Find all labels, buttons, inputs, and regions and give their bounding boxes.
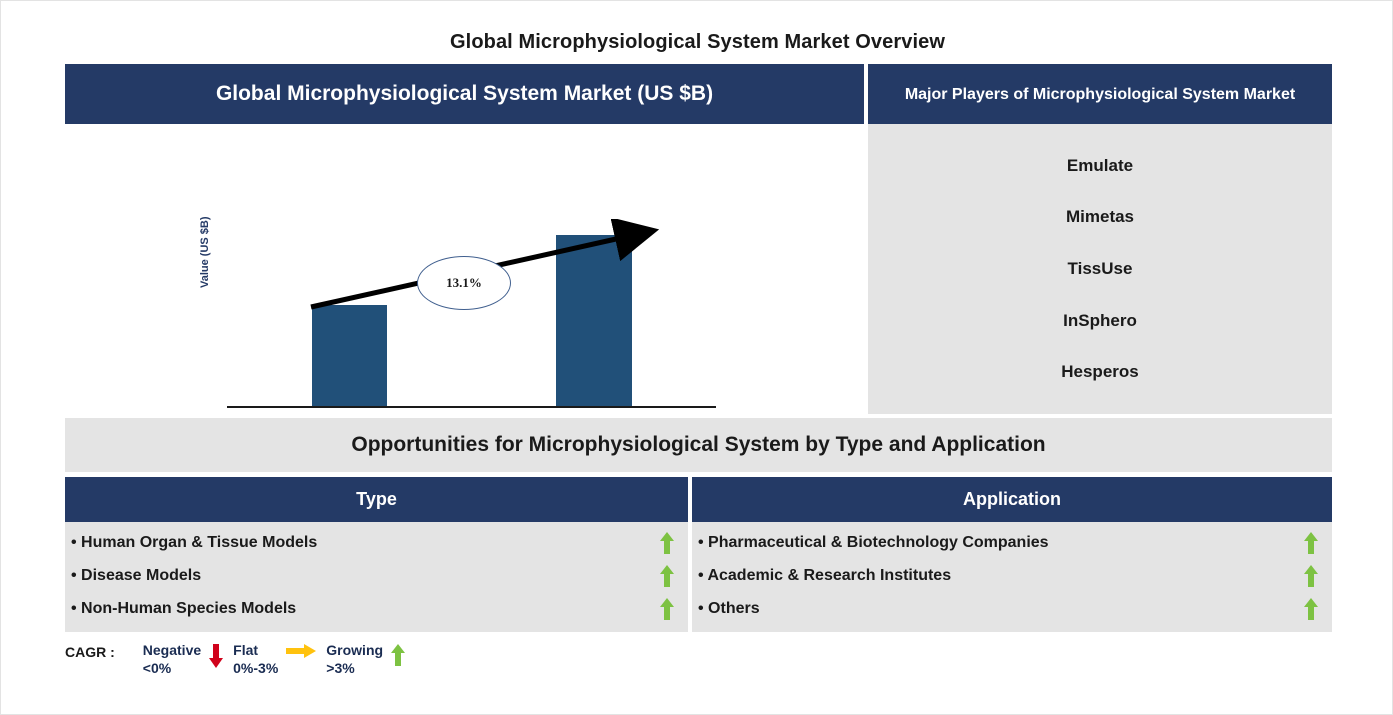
- cagr-legend-flat-label: Flat: [233, 642, 259, 658]
- list-item: InSphero: [1063, 310, 1137, 330]
- cagr-legend-flat-range: 0%-3%: [233, 660, 279, 676]
- bar-2031: [556, 235, 632, 406]
- market-chart-header: Global Microphysiological System Market …: [65, 64, 864, 124]
- x-axis-line: [227, 406, 716, 408]
- arrow-up-green-icon: [660, 564, 674, 587]
- list-item: Hesperos: [1061, 362, 1139, 382]
- table-row: • Non-Human Species Models: [65, 592, 688, 625]
- table-row: • Others: [692, 592, 1332, 625]
- cagr-legend-flat-text: Flat 0%-3%: [233, 641, 278, 677]
- type-table-rows: • Human Organ & Tissue Models • Disease …: [65, 522, 688, 625]
- cagr-legend-entry-growing: Growing >3%: [326, 641, 406, 677]
- cagr-legend-negative-text: Negative <0%: [143, 641, 201, 677]
- page-title: Global Microphysiological System Market …: [450, 31, 945, 53]
- list-item: Emulate: [1066, 155, 1134, 175]
- table-cell-label: • Pharmaceutical & Biotechnology Compani…: [698, 533, 1049, 551]
- table-cell-label: • Human Organ & Tissue Models: [71, 533, 318, 551]
- cagr-legend-growing-range: >3%: [326, 660, 355, 676]
- opportunities-tables: Type • Human Organ & Tissue Models • Dis…: [65, 477, 1332, 632]
- table-cell-label: • Academic & Research Institutes: [698, 566, 952, 584]
- table-row: • Academic & Research Institutes: [692, 559, 1332, 592]
- cagr-legend-growing-text: Growing >3%: [326, 641, 383, 677]
- type-table-header: Type: [65, 477, 688, 522]
- arrow-up-green-icon: [1304, 597, 1318, 620]
- table-cell-label: • Others: [698, 599, 760, 617]
- top-row: Global Microphysiological System Market …: [65, 64, 1332, 461]
- cagr-legend-negative-label: Negative: [142, 642, 202, 658]
- table-cell-label: • Non-Human Species Models: [71, 599, 297, 617]
- application-table-header: Application: [692, 477, 1332, 522]
- arrow-up-green-icon: [660, 597, 674, 620]
- cagr-legend: CAGR : Negative <0% Flat 0%-3% Growing >…: [65, 641, 415, 677]
- market-chart-panel: Global Microphysiological System Market …: [65, 64, 864, 461]
- cagr-legend-entry-negative: Negative <0%: [143, 641, 224, 677]
- y-axis-label: Value (US $B): [199, 216, 211, 288]
- cagr-legend-growing-label: Growing: [326, 642, 384, 658]
- list-item: Mimetas: [1065, 207, 1135, 227]
- opportunities-banner: Opportunities for Microphysiological Sys…: [65, 418, 1332, 472]
- major-players-panel: Major Players of Microphysiological Syst…: [868, 64, 1332, 414]
- application-table: Application • Pharmaceutical & Biotechno…: [692, 477, 1332, 632]
- arrow-up-green-icon: [660, 531, 674, 554]
- cagr-legend-negative-range: <0%: [142, 660, 172, 676]
- arrow-up-green-icon: [391, 644, 406, 666]
- arrow-right-yellow-icon: [286, 644, 317, 658]
- cagr-legend-entry-flat: Flat 0%-3%: [233, 641, 317, 677]
- table-row: • Pharmaceutical & Biotechnology Compani…: [692, 526, 1332, 559]
- bar-2025: [312, 305, 387, 406]
- type-table: Type • Human Organ & Tissue Models • Dis…: [65, 477, 688, 632]
- arrow-up-green-icon: [1304, 531, 1318, 554]
- arrow-up-green-icon: [1304, 564, 1318, 587]
- table-row: • Disease Models: [65, 559, 688, 592]
- bar-chart: Value (US $B) 2025 2031 13.1% Source : L…: [65, 124, 864, 461]
- arrow-down-red-icon: [209, 644, 224, 668]
- table-cell-label: • Disease Models: [71, 566, 202, 584]
- major-players-list: Emulate Mimetas TissUse InSphero Hespero…: [868, 124, 1332, 414]
- major-players-header: Major Players of Microphysiological Syst…: [868, 64, 1332, 124]
- application-table-rows: • Pharmaceutical & Biotechnology Compani…: [692, 522, 1332, 625]
- table-row: • Human Organ & Tissue Models: [65, 526, 688, 559]
- cagr-legend-caption: CAGR :: [65, 644, 115, 660]
- cagr-bubble: 13.1%: [417, 256, 511, 310]
- list-item: TissUse: [1067, 258, 1133, 278]
